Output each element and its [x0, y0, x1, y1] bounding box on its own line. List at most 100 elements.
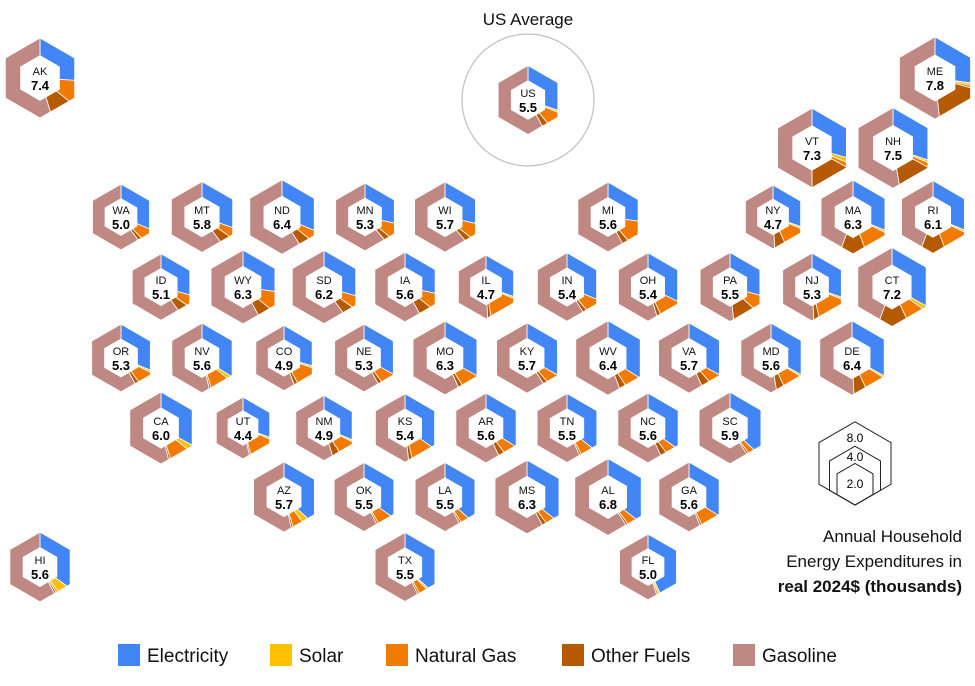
state-code: NV — [194, 346, 210, 358]
state-code: AZ — [277, 485, 291, 497]
state-value: 6.2 — [315, 287, 333, 302]
segment-gasoline — [619, 533, 658, 601]
state-value: 7.5 — [884, 148, 902, 163]
state-tile-wv: WV6.4 — [575, 320, 641, 396]
state-tile-ca: CA6.0 — [129, 391, 193, 465]
state-value: 6.8 — [599, 497, 617, 512]
state-code: DE — [844, 346, 859, 358]
segment-gasoline — [782, 252, 815, 322]
state-tile-me: ME7.8 — [899, 36, 971, 120]
us-average-label: US Average — [483, 10, 573, 29]
state-tile-ct: CT7.2 — [857, 246, 927, 327]
state-tile-la: LA5.5 — [414, 461, 476, 532]
segment-gasoline — [333, 461, 378, 532]
state-code: ME — [927, 66, 944, 78]
state-tile-id: ID5.1 — [131, 253, 191, 321]
state-value: 5.6 — [396, 287, 414, 302]
segment-gasoline — [253, 461, 292, 533]
segment-gasoline — [255, 324, 295, 392]
title-line-2: Energy Expenditures in — [786, 552, 962, 571]
state-code: MO — [436, 346, 454, 358]
segment-gasoline — [618, 252, 658, 322]
state-code: OR — [113, 346, 130, 358]
state-tile-mn: MN5.3 — [335, 182, 395, 252]
segment-gasoline — [210, 249, 259, 325]
state-code: ND — [274, 205, 290, 217]
state-tile-wa: WA5.0 — [92, 183, 150, 251]
segment-gasoline — [574, 457, 627, 536]
segment-gasoline — [857, 246, 893, 320]
state-value: 5.6 — [193, 358, 211, 373]
state-code: NY — [765, 205, 781, 217]
state-tile-ak: AK7.4 — [4, 37, 76, 119]
state-value: 5.4 — [396, 428, 415, 443]
legend-swatch-natural-gas — [386, 644, 408, 666]
state-code: AR — [478, 416, 493, 428]
size-legend-label-2: 2.0 — [847, 477, 864, 491]
state-value: 5.4 — [558, 287, 577, 302]
segment-gasoline — [414, 181, 466, 253]
state-code: KY — [520, 346, 535, 358]
segment-gasoline — [494, 459, 543, 535]
state-tile-or: OR5.3 — [91, 323, 151, 393]
state-code: UT — [236, 416, 251, 428]
legend-label-natural-gas: Natural Gas — [415, 646, 516, 667]
state-tile-ri: RI6.1 — [901, 179, 965, 254]
legend-label-other-fuels: Other Fuels — [591, 646, 690, 667]
state-code: MT — [194, 205, 210, 217]
state-value: 5.6 — [31, 567, 49, 582]
state-code: AK — [33, 66, 48, 78]
state-tile-ga: GA5.6 — [658, 461, 720, 533]
state-value: 5.6 — [680, 497, 698, 512]
state-code: IA — [400, 275, 411, 287]
segment-gasoline — [335, 182, 385, 252]
segment-gasoline — [857, 107, 900, 189]
state-value: 6.3 — [844, 217, 862, 232]
state-code: VT — [805, 136, 819, 148]
state-tile-co: CO4.9 — [255, 324, 313, 392]
state-value: 5.5 — [519, 100, 537, 115]
state-tile-oh: OH5.4 — [618, 252, 678, 322]
state-tile-ma: MA6.3 — [820, 179, 886, 255]
state-code: OK — [356, 485, 373, 497]
segment-gasoline — [658, 322, 703, 394]
state-value: 5.8 — [193, 217, 211, 232]
size-legend-hex-8.0 — [818, 421, 892, 506]
segment-gasoline — [170, 180, 221, 253]
state-value: 5.7 — [275, 497, 293, 512]
segment-gasoline — [537, 252, 584, 322]
state-code: VA — [682, 346, 697, 358]
state-code: NC — [640, 416, 656, 428]
state-tile-nj: NJ5.3 — [782, 252, 842, 322]
segment-gasoline — [374, 251, 420, 323]
segment-gasoline — [577, 181, 623, 253]
state-tile-fl: FL5.0 — [619, 533, 677, 601]
segment-gasoline — [777, 107, 813, 189]
segment-gasoline — [819, 320, 855, 396]
legend-swatch-gasoline — [733, 644, 755, 666]
state-tile-mo: MO6.3 — [412, 320, 478, 396]
state-tile-in: IN5.4 — [537, 252, 597, 322]
state-tile-al: AL6.8 — [574, 457, 642, 536]
state-code: IN — [562, 275, 573, 287]
state-value: 4.9 — [315, 428, 333, 443]
segment-gasoline — [901, 179, 934, 248]
state-value: 5.9 — [721, 428, 739, 443]
segment-gasoline — [698, 391, 748, 465]
state-value: 7.2 — [883, 287, 901, 302]
state-value: 5.7 — [518, 358, 536, 373]
state-tile-tx: TX5.5 — [374, 531, 436, 602]
state-value: 5.1 — [152, 287, 170, 302]
state-value: 7.3 — [803, 148, 821, 163]
legend-label-gasoline: Gasoline — [762, 646, 837, 667]
segment-gasoline — [131, 253, 179, 321]
state-tile-va: VA5.7 — [658, 322, 720, 394]
state-tile-ks: KS5.4 — [375, 393, 435, 463]
segment-gasoline — [820, 179, 854, 248]
state-value: 5.7 — [680, 358, 698, 373]
state-tile-mi: MI5.6 — [577, 181, 639, 253]
state-tile-ok: OK5.5 — [333, 461, 395, 532]
state-tiles: US5.5AK7.4ME7.8VT7.3NH7.5WA5.0MT5.8ND6.4… — [4, 36, 971, 603]
state-code: CT — [885, 275, 900, 287]
state-code: NJ — [805, 275, 818, 287]
